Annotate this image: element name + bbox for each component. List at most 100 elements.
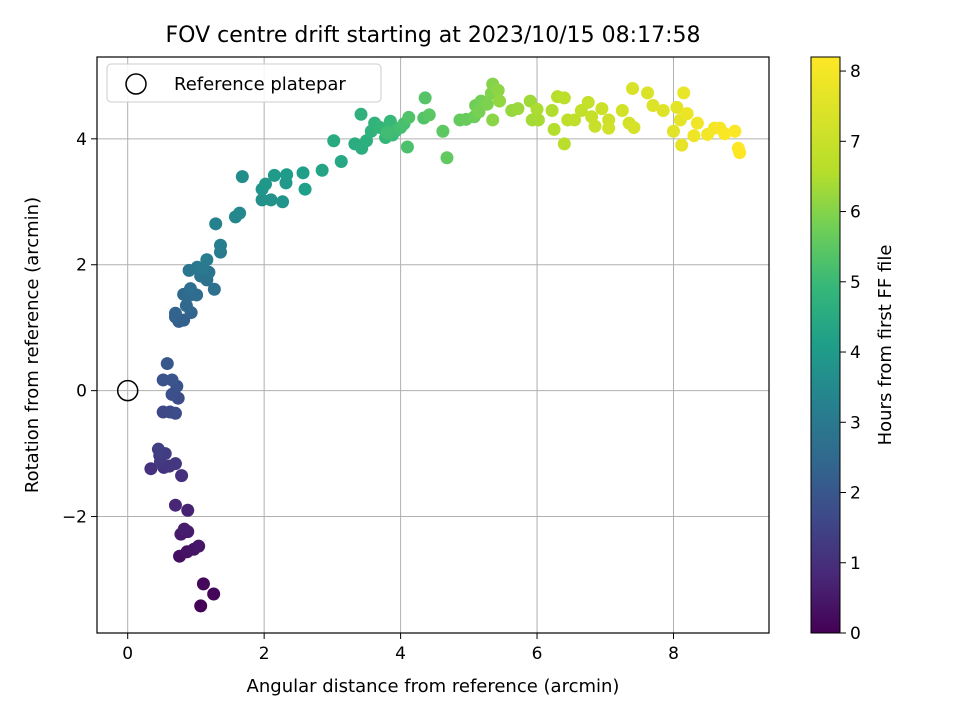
data-point [276,195,290,209]
data-point [200,253,214,267]
data-point [531,113,545,127]
data-point [354,107,368,121]
y-tick-label: −2 [62,508,87,528]
data-point [545,104,559,118]
x-tick-label: 6 [532,644,543,664]
data-point [235,170,249,184]
colorbar-tick-label: 0 [850,624,861,644]
data-point [687,129,701,143]
data-point [728,124,742,138]
data-points [116,77,747,613]
data-point [165,373,179,387]
legend-box [106,63,382,103]
data-point [615,104,629,118]
data-point [400,140,414,154]
plot-frame [96,56,770,634]
data-point [557,91,571,105]
colorbar [810,56,841,634]
data-point [581,95,595,109]
grid-lines [97,57,769,633]
colorbar-tick-label: 3 [850,413,861,433]
data-point [402,110,416,124]
colorbar-tick-label: 6 [850,203,861,223]
data-point [213,238,227,252]
reference-platepar-marker [116,379,139,402]
data-point [233,206,247,220]
data-point [315,163,329,177]
data-point [196,577,210,591]
colorbar-label: Hours from first FF file [875,245,896,446]
data-point [327,134,341,148]
data-point [334,154,348,168]
y-axis-label: Rotation from reference (arcmin) [22,197,43,493]
data-point [267,168,281,182]
data-point [296,166,310,180]
data-point [670,100,684,114]
data-point [588,119,602,133]
data-point [480,97,494,111]
data-point [733,146,747,160]
data-point [168,306,182,320]
data-point [298,182,312,196]
data-point [280,168,294,182]
data-point [641,86,655,100]
data-point [209,217,223,231]
data-point [472,105,486,119]
data-point [144,462,158,476]
data-point [264,193,278,207]
data-point [160,357,174,371]
data-point [680,107,694,121]
legend: Reference platepar [106,63,382,103]
x-tick-label: 0 [122,644,133,664]
data-point [380,126,394,140]
data-point [675,138,689,152]
data-point [602,121,616,135]
data-point [181,503,195,517]
chart-title: FOV centre drift starting at 2023/10/15 … [166,23,701,48]
data-point [179,299,193,313]
data-point [557,137,571,151]
data-point [493,94,507,108]
axis-ticks: 0 2 4 6 8 −2 0 2 4 [62,130,679,664]
data-point [175,469,189,483]
data-point [194,599,208,613]
data-point [656,104,670,118]
data-point [486,113,500,127]
colorbar-tick-label: 8 [850,62,861,82]
legend-label: Reference platepar [174,74,346,95]
legend-marker-icon [125,73,147,95]
colorbar-tick-label: 5 [850,273,861,293]
x-tick-label: 4 [395,644,406,664]
data-point [626,81,640,95]
data-point [168,498,182,512]
y-tick-label: 0 [76,382,87,402]
data-point [183,282,197,296]
x-axis-label: Angular distance from reference (arcmin) [247,676,620,697]
data-point [547,122,561,136]
data-point [511,102,525,116]
colorbar-tick-label: 7 [850,132,861,152]
data-point [436,124,450,138]
data-point [690,116,704,130]
data-point [595,102,609,116]
data-point [259,177,273,191]
x-tick-label: 8 [668,644,679,664]
data-point [383,114,397,128]
data-point [418,91,432,105]
colorbar-tick-label: 2 [850,484,861,504]
data-point [168,406,182,420]
data-point [151,442,165,456]
data-point [646,98,660,112]
data-point [677,86,691,100]
colorbar-ticks: 0 1 2 3 4 5 6 7 8 [840,62,861,644]
data-point [207,282,221,296]
data-point [177,522,191,536]
data-point [440,151,454,165]
colorbar-tick-label: 4 [850,343,861,363]
data-point [718,127,732,141]
data-point [207,587,221,601]
data-point [491,83,505,97]
colorbar-tick-label: 1 [850,554,861,574]
data-point [422,108,436,122]
